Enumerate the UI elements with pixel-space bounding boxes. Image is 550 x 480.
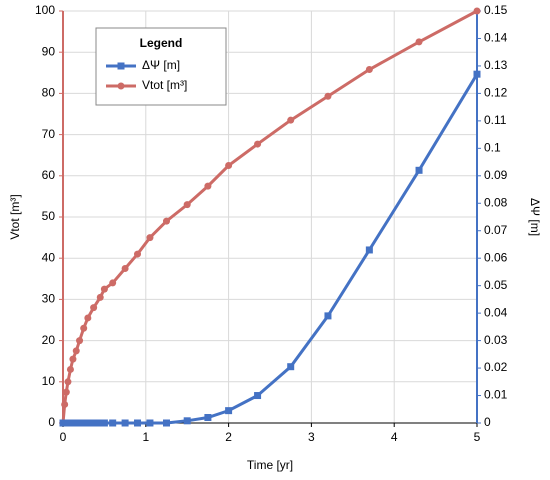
marker bbox=[415, 166, 423, 174]
legend-label: Vtot [m³] bbox=[142, 78, 187, 92]
marker bbox=[80, 419, 88, 427]
x-axis-label: Time [yr] bbox=[247, 458, 293, 472]
y2-tick-label: 0.07 bbox=[484, 223, 508, 237]
marker bbox=[183, 417, 191, 425]
marker bbox=[76, 337, 84, 345]
y2-tick-label: 0.09 bbox=[484, 168, 508, 182]
marker bbox=[204, 182, 212, 190]
legend-marker bbox=[117, 62, 125, 70]
y-tick-label: 10 bbox=[42, 374, 56, 388]
x-tick-label: 0 bbox=[60, 430, 67, 444]
marker bbox=[163, 419, 170, 427]
marker bbox=[84, 419, 92, 427]
marker bbox=[146, 234, 154, 242]
marker bbox=[121, 419, 129, 427]
marker bbox=[100, 285, 108, 293]
y-tick-label: 20 bbox=[42, 333, 56, 347]
marker bbox=[254, 392, 262, 400]
y-tick-label: 70 bbox=[42, 127, 56, 141]
marker bbox=[109, 419, 117, 427]
y2-tick-label: 0.11 bbox=[484, 113, 507, 127]
y2-tick-label: 0.04 bbox=[484, 305, 508, 319]
marker bbox=[324, 312, 332, 320]
y2-tick-label: 0.13 bbox=[484, 58, 508, 72]
y2-tick-label: 0.08 bbox=[484, 195, 508, 209]
marker bbox=[109, 279, 117, 287]
marker bbox=[415, 38, 423, 46]
marker bbox=[72, 347, 80, 355]
y2-tick-label: 0.1 bbox=[484, 141, 501, 155]
marker bbox=[90, 419, 98, 427]
y2-tick-label: 0.03 bbox=[484, 333, 508, 347]
legend-title: Legend bbox=[140, 36, 183, 50]
x-tick-label: 5 bbox=[474, 430, 481, 444]
y-tick-label: 90 bbox=[42, 44, 56, 58]
y2-tick-label: 0.02 bbox=[484, 360, 508, 374]
y2-axis-label: ΔΨ [m] bbox=[528, 198, 542, 236]
y-tick-label: 30 bbox=[42, 292, 56, 306]
marker bbox=[324, 92, 332, 100]
y-axis-label: Vtot [m³] bbox=[8, 194, 22, 239]
marker bbox=[204, 414, 212, 422]
marker bbox=[287, 363, 295, 371]
y2-tick-label: 0.15 bbox=[484, 3, 508, 17]
y2-tick-label: 0.06 bbox=[484, 250, 508, 264]
series-line bbox=[63, 73, 479, 425]
marker bbox=[62, 388, 70, 396]
marker bbox=[121, 265, 129, 272]
legend-label: ΔΨ [m] bbox=[142, 58, 180, 72]
marker bbox=[365, 66, 373, 74]
marker bbox=[225, 407, 233, 415]
y2-tick-label: 0 bbox=[484, 415, 491, 429]
y-tick-label: 60 bbox=[42, 168, 56, 182]
marker bbox=[254, 140, 262, 148]
x-tick-label: 3 bbox=[308, 430, 315, 444]
marker bbox=[365, 246, 373, 254]
marker bbox=[134, 250, 142, 258]
marker bbox=[183, 201, 191, 209]
marker bbox=[163, 217, 170, 225]
marker bbox=[61, 400, 69, 408]
marker bbox=[90, 304, 98, 312]
y-tick-label: 50 bbox=[42, 209, 56, 223]
marker bbox=[80, 324, 88, 332]
marker bbox=[287, 116, 295, 124]
y-tick-label: 80 bbox=[42, 86, 56, 100]
marker bbox=[473, 70, 481, 78]
marker bbox=[96, 293, 104, 301]
y-tick-label: 100 bbox=[35, 3, 55, 17]
y-tick-label: 0 bbox=[48, 415, 55, 429]
marker bbox=[96, 419, 104, 427]
marker bbox=[69, 355, 77, 363]
marker bbox=[225, 162, 233, 169]
marker bbox=[146, 419, 154, 427]
y2-tick-label: 0.14 bbox=[484, 31, 508, 45]
y2-tick-label: 0.01 bbox=[484, 388, 508, 402]
y2-tick-label: 0.05 bbox=[484, 278, 508, 292]
x-tick-label: 1 bbox=[142, 430, 149, 444]
x-tick-label: 2 bbox=[225, 430, 232, 444]
x-tick-label: 4 bbox=[391, 430, 398, 444]
y2-tick-label: 0.12 bbox=[484, 86, 508, 100]
y-tick-label: 40 bbox=[42, 250, 56, 264]
marker bbox=[66, 365, 74, 373]
legend-marker bbox=[117, 82, 125, 90]
marker bbox=[473, 7, 481, 15]
marker bbox=[84, 314, 92, 322]
marker bbox=[76, 419, 84, 427]
marker bbox=[64, 378, 72, 386]
marker bbox=[134, 419, 142, 427]
marker bbox=[100, 419, 108, 427]
